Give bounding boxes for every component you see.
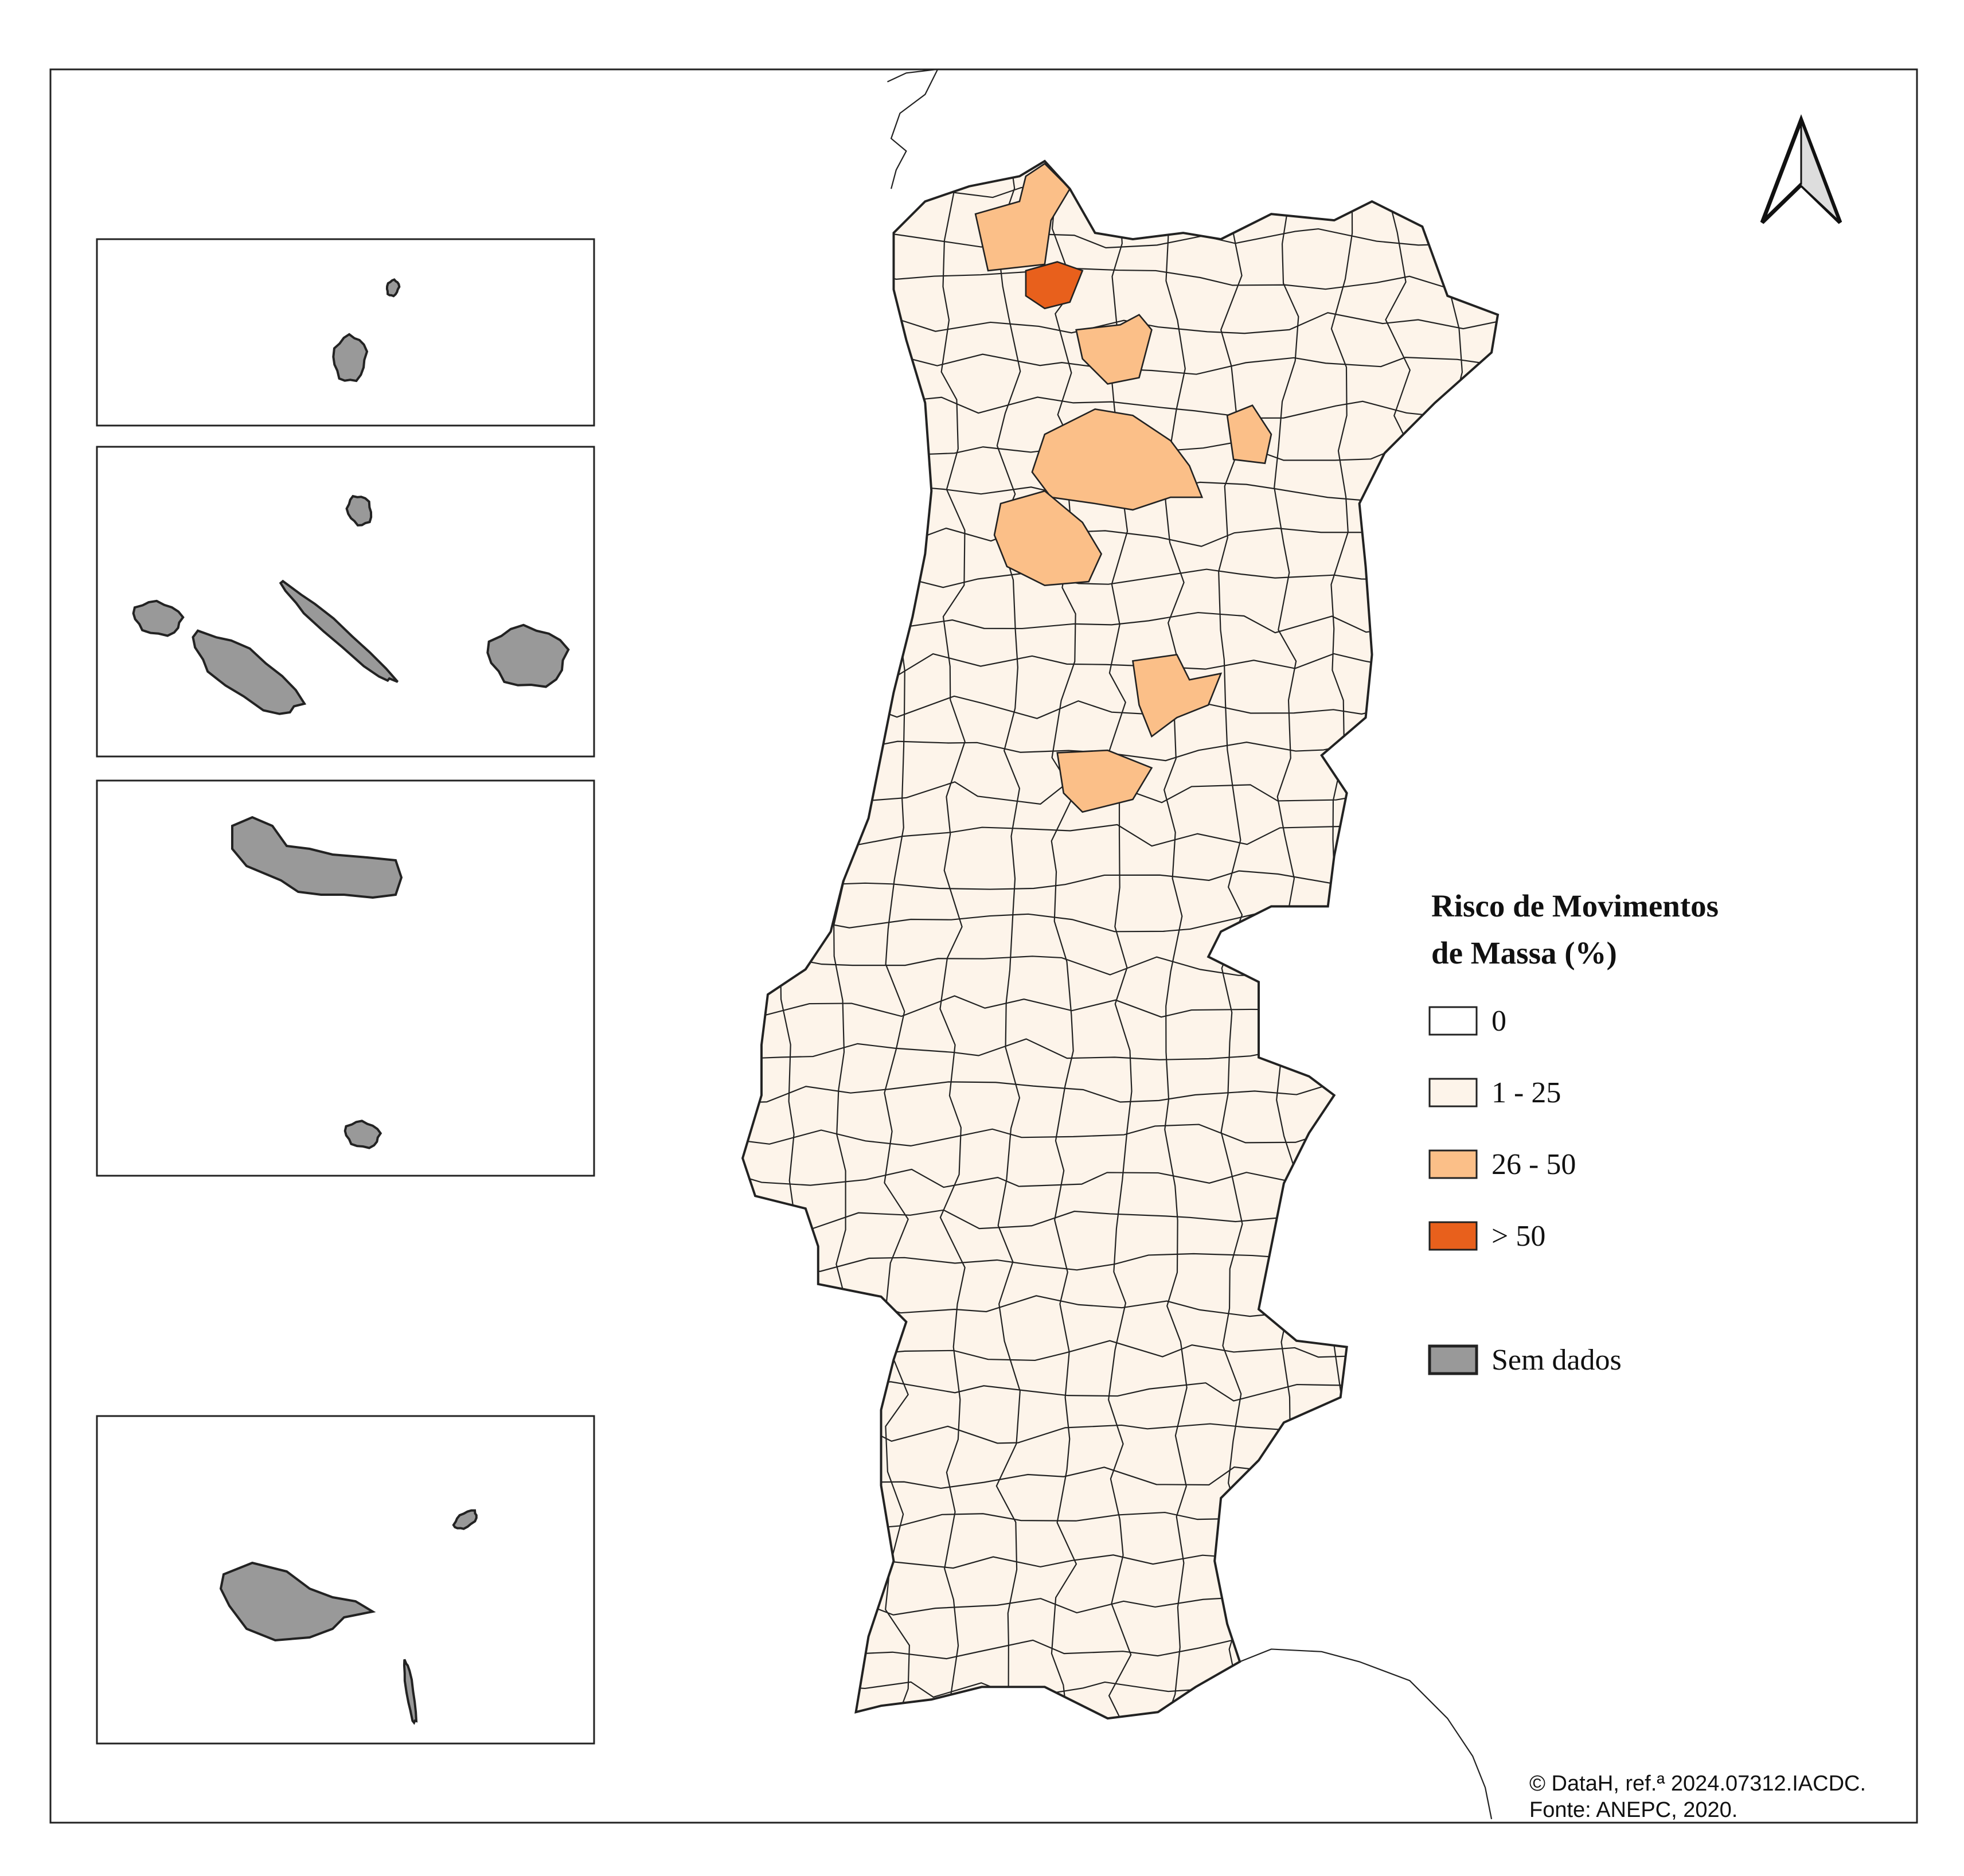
inset-frame — [96, 238, 595, 427]
legend: 0 1 - 25 26 - 50 > 50 Sem dados — [1428, 1005, 1622, 1376]
inset-frame — [96, 446, 595, 758]
island — [486, 623, 570, 688]
legend-title: de Massa (%) — [1431, 935, 1617, 970]
mainland-border — [741, 159, 1500, 1720]
legend-swatch — [1428, 1344, 1478, 1375]
legend-label: Sem dados — [1491, 1344, 1622, 1376]
legend-swatch — [1428, 1006, 1478, 1036]
legend-title: Risco de Movimentos — [1431, 888, 1719, 923]
credit: Fonte: ANEPC, 2020. — [1529, 1798, 1737, 1822]
legend-swatch — [1428, 1149, 1478, 1179]
island — [219, 1561, 376, 1642]
municipality-region — [1056, 749, 1153, 813]
municipality-border — [939, 161, 966, 1719]
island — [385, 278, 401, 298]
legend-label: > 50 — [1491, 1220, 1545, 1253]
legend-label: 0 — [1491, 1005, 1506, 1038]
island — [452, 1509, 478, 1530]
mainland — [743, 161, 1498, 1719]
legend-swatch — [1428, 1078, 1478, 1107]
island — [345, 494, 373, 526]
municipality-border — [1051, 161, 1077, 1719]
municipality-region — [993, 490, 1103, 587]
island — [403, 1659, 418, 1725]
inset-frame — [96, 779, 595, 1177]
island — [231, 816, 403, 899]
municipality-region — [1226, 404, 1272, 465]
municipality-region — [1025, 261, 1084, 310]
credit: © DataH, ref.ª 2024.07312.IACDC. — [1529, 1772, 1866, 1796]
insets — [96, 238, 595, 1745]
north-arrow — [1760, 114, 1842, 224]
island — [343, 1120, 382, 1149]
spain-coast — [1239, 1648, 1493, 1819]
island — [332, 333, 369, 383]
spain-coast — [887, 68, 939, 189]
municipality-region — [1132, 653, 1223, 738]
municipality-border — [995, 161, 1021, 1719]
island — [132, 599, 185, 637]
legend-label: 1 - 25 — [1491, 1077, 1561, 1109]
legend-swatch — [1428, 1221, 1478, 1251]
island — [192, 629, 307, 715]
municipality-region — [1075, 314, 1153, 385]
island — [279, 579, 399, 683]
legend-label: 26 - 50 — [1491, 1148, 1576, 1181]
inset-frame — [96, 1415, 595, 1745]
municipality-border — [1162, 161, 1188, 1719]
